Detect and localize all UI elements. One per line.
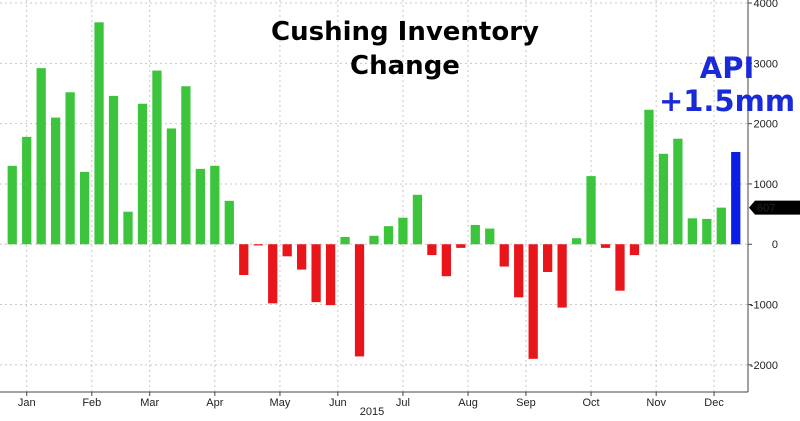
weekly-change-bar	[22, 136, 32, 245]
weekly-change-bar	[600, 244, 611, 248]
weekly-change-bar	[615, 244, 625, 291]
weekly-change-bar	[673, 138, 683, 245]
value-tick-label: -1000	[750, 300, 778, 312]
month-tick-label: Aug	[458, 397, 478, 409]
api-annotation-value: +1.5mm	[659, 84, 795, 118]
weekly-change-bar	[644, 109, 654, 245]
weekly-change-bar	[210, 165, 220, 245]
month-tick-label: Jan	[18, 397, 36, 409]
bars	[7, 22, 741, 359]
gridlines	[0, 0, 748, 392]
weekly-change-bar	[571, 238, 582, 245]
value-tick-label: 0	[772, 239, 778, 251]
weekly-change-bar	[94, 22, 104, 245]
weekly-change-bar	[7, 165, 17, 245]
weekly-change-bar	[702, 218, 712, 245]
weekly-change-bar	[658, 153, 669, 245]
value-tick-label: 3000	[754, 58, 778, 70]
weekly-change-bar	[557, 244, 567, 308]
weekly-change-bar	[354, 244, 365, 357]
month-tick-label: Jun	[329, 397, 347, 409]
weekly-change-bar	[325, 244, 336, 306]
weekly-change-bar	[427, 244, 437, 256]
weekly-change-bar	[412, 194, 423, 245]
last-value-marker-shape	[749, 200, 800, 215]
weekly-change-bar	[398, 217, 408, 245]
weekly-change-bar	[36, 68, 46, 245]
value-axis: 4000 3000 2000 1000 0 -1000 -2000	[748, 0, 778, 372]
weekly-change-bar	[79, 171, 90, 245]
weekly-change-bar	[224, 200, 234, 245]
weekly-change-bar	[369, 235, 379, 245]
weekly-change-bar	[456, 244, 466, 248]
value-tick-label: 2000	[754, 119, 778, 131]
month-tick-label: May	[270, 397, 291, 409]
weekly-change-bar	[282, 244, 292, 257]
weekly-change-bar	[543, 244, 553, 272]
weekly-change-bar	[268, 244, 278, 304]
weekly-change-bar	[687, 218, 697, 245]
chart-title-line-1: Cushing Inventory	[271, 17, 539, 47]
weekly-change-bar	[586, 176, 596, 245]
month-tick-label: Feb	[82, 397, 101, 409]
month-tick-label: Dec	[704, 397, 724, 409]
weekly-change-bar	[253, 244, 263, 246]
weekly-change-bar	[470, 224, 480, 245]
weekly-change-bar	[716, 207, 726, 245]
value-tick-label: 4000	[754, 0, 778, 10]
weekly-change-bar	[195, 168, 205, 245]
weekly-change-bar	[485, 228, 495, 245]
weekly-change-bar	[297, 244, 307, 270]
weekly-change-bar	[528, 244, 538, 359]
month-tick-label: Sep	[516, 397, 536, 409]
x-axis-year-label: 2015	[360, 406, 384, 418]
weekly-change-bar	[123, 211, 133, 245]
weekly-change-bar	[239, 244, 249, 276]
weekly-change-bar	[181, 86, 191, 245]
api-annotation-label: API	[700, 51, 755, 85]
weekly-change-bar	[108, 95, 119, 245]
weekly-change-bar	[499, 244, 509, 267]
weekly-change-bar	[340, 237, 350, 245]
last-value-marker: 607	[749, 200, 800, 215]
weekly-change-bar	[51, 117, 61, 245]
month-tick-label: Oct	[582, 397, 599, 409]
value-tick-label: 1000	[754, 179, 778, 191]
weekly-change-bar	[441, 244, 451, 277]
month-tick-label: Jul	[396, 397, 410, 409]
month-tick-label: Nov	[646, 397, 666, 409]
chart-title-line-2: Change	[350, 51, 460, 81]
weekly-change-bar	[311, 244, 321, 303]
last-value-marker-label: 607	[757, 203, 775, 215]
api-estimate-bar	[731, 151, 741, 245]
weekly-change-bar	[166, 128, 177, 245]
weekly-change-bar	[152, 70, 162, 245]
time-axis: Jan Feb Mar Apr May Jun Jul Aug Sep Oct Nov Dec	[18, 392, 724, 409]
month-tick-label: Apr	[206, 397, 223, 409]
weekly-change-bar	[514, 244, 524, 298]
month-tick-label: Mar	[140, 397, 159, 409]
weekly-change-bar	[137, 103, 148, 245]
weekly-change-bar	[65, 92, 75, 245]
weekly-change-bar	[383, 226, 394, 245]
value-tick-label: -2000	[750, 360, 778, 372]
weekly-change-bar	[629, 244, 640, 256]
